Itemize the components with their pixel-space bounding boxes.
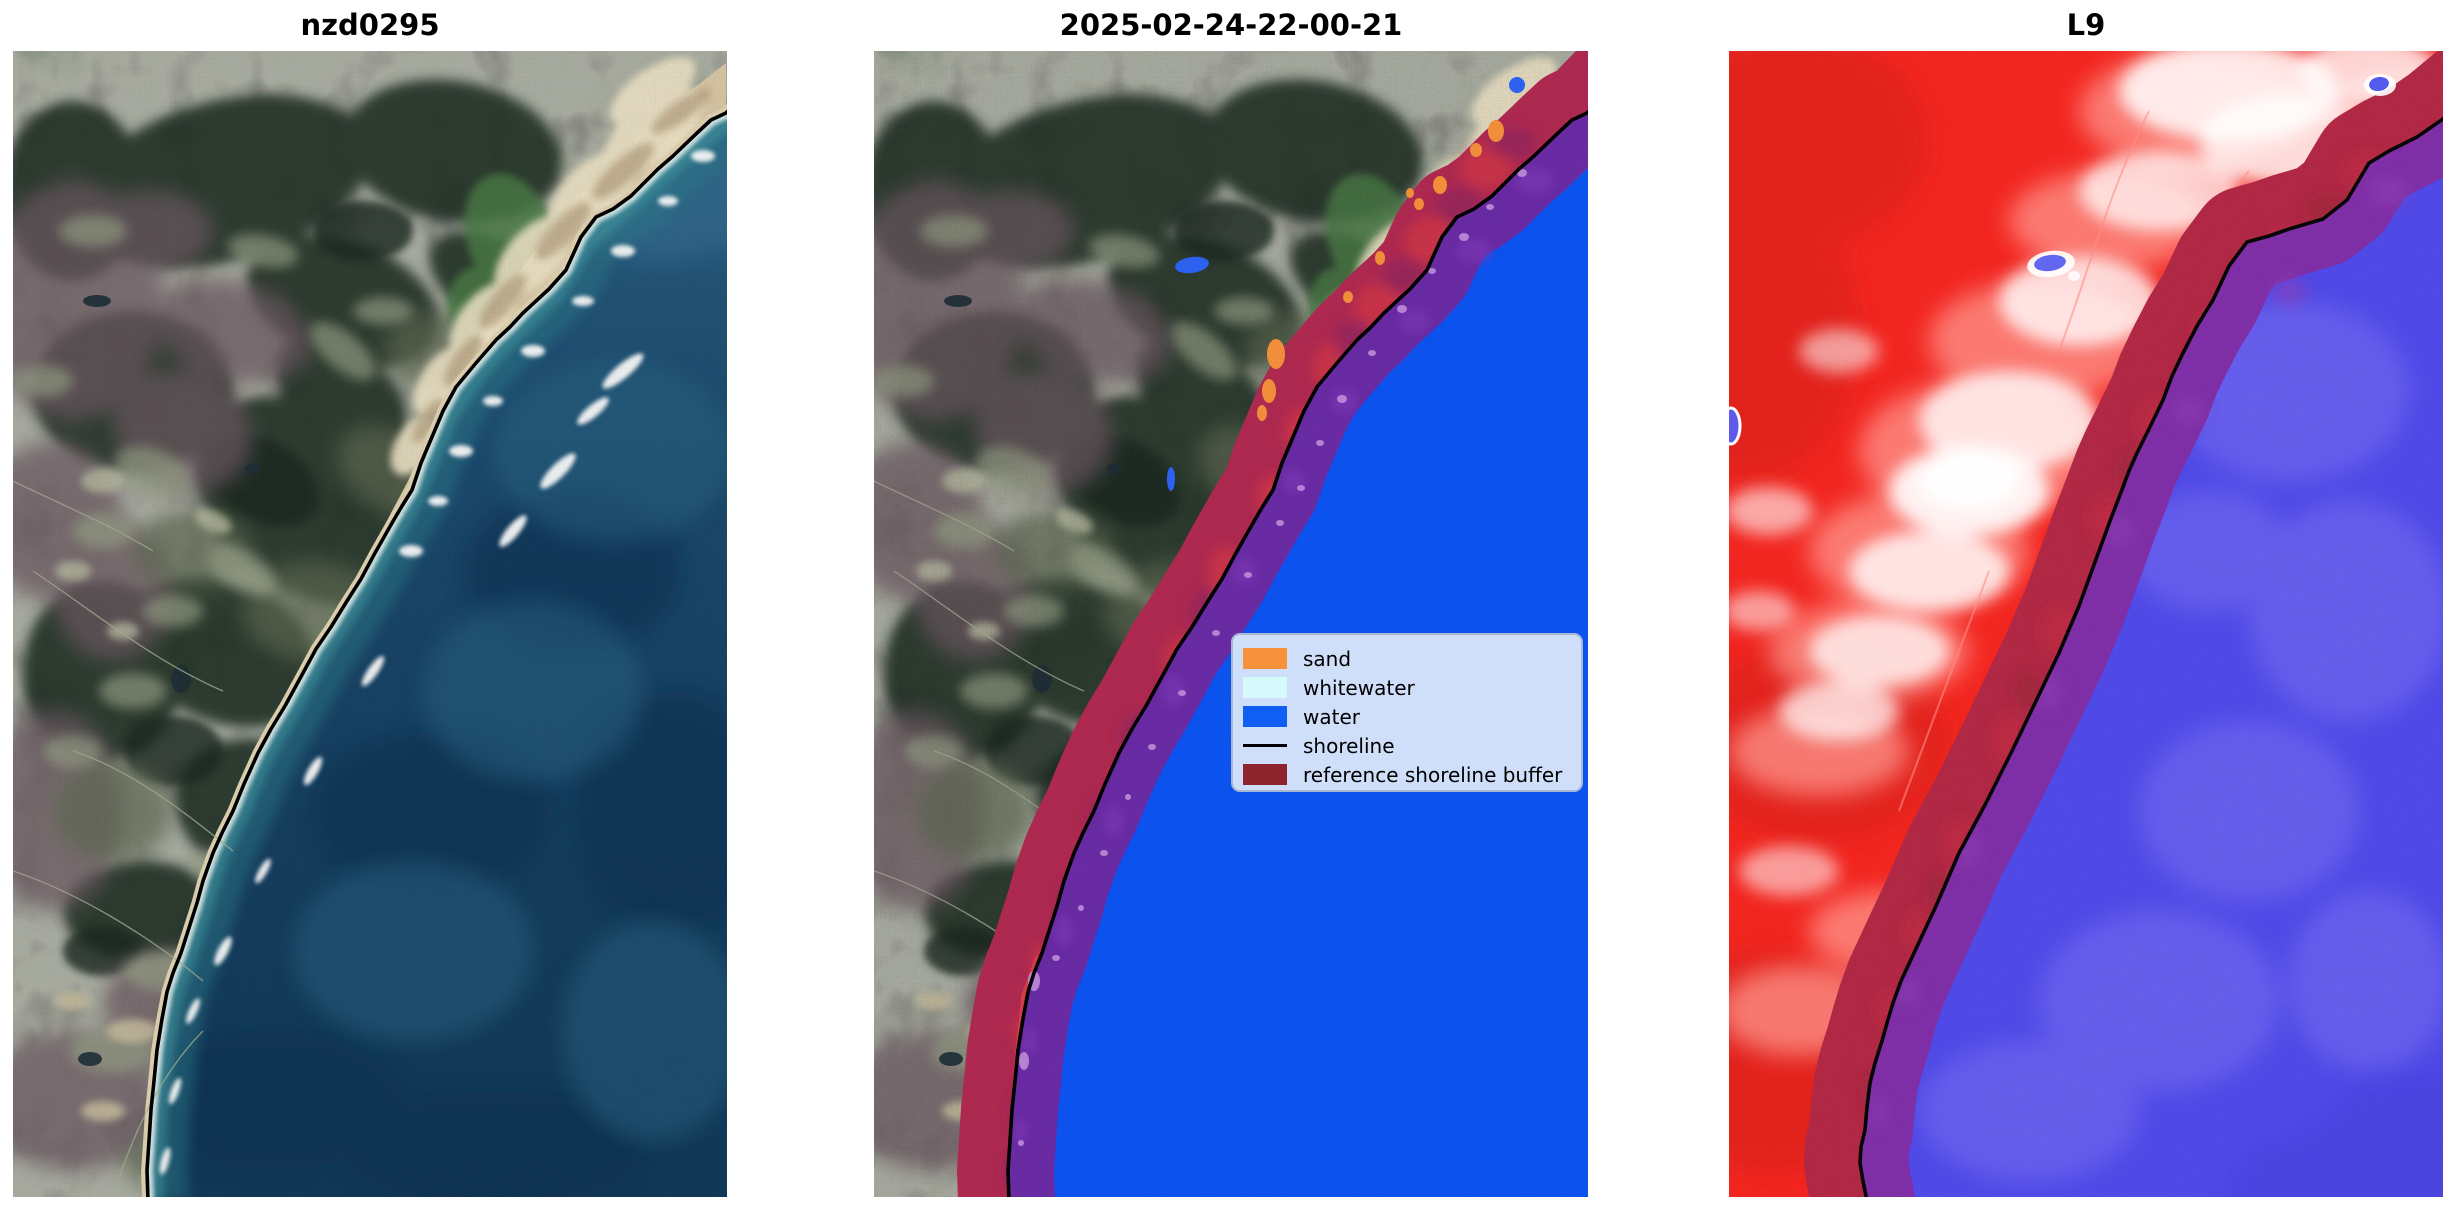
panel2-title: 2025-02-24-22-00-21	[1059, 8, 1403, 42]
panel1-title: nzd0295	[300, 8, 440, 42]
legend-item-water: water	[1243, 702, 1581, 731]
satellite-background	[13, 51, 727, 1197]
panel1-satellite-image	[13, 51, 727, 1197]
whitewater-swatch	[1243, 677, 1287, 698]
classified-svg	[874, 51, 1588, 1197]
panel3-title: L9	[2066, 8, 2106, 42]
shoreline-swatch	[1243, 744, 1287, 747]
legend-item-shoreline: shoreline	[1243, 731, 1581, 760]
buffer-swatch	[1243, 764, 1287, 785]
legend: sand whitewater water shoreline referenc…	[1231, 633, 1583, 792]
legend-item-whitewater: whitewater	[1243, 673, 1581, 702]
legend-label: whitewater	[1303, 675, 1415, 700]
panel2-classified-image: sand whitewater water shoreline referenc…	[874, 51, 1588, 1197]
legend-label: sand	[1303, 646, 1352, 671]
legend-label: reference shoreline buffer	[1303, 762, 1563, 787]
false-color-svg	[1729, 51, 2443, 1197]
legend-item-sand: sand	[1243, 644, 1581, 673]
legend-label: shoreline	[1303, 733, 1395, 758]
water-swatch	[1243, 706, 1287, 727]
satellite-rgb-svg	[13, 51, 727, 1197]
panel3-l9-false-color-image	[1729, 51, 2443, 1197]
sand-swatch	[1243, 648, 1287, 669]
legend-label: water	[1303, 704, 1360, 729]
legend-item-reference-shoreline-buffer: reference shoreline buffer	[1243, 760, 1581, 789]
